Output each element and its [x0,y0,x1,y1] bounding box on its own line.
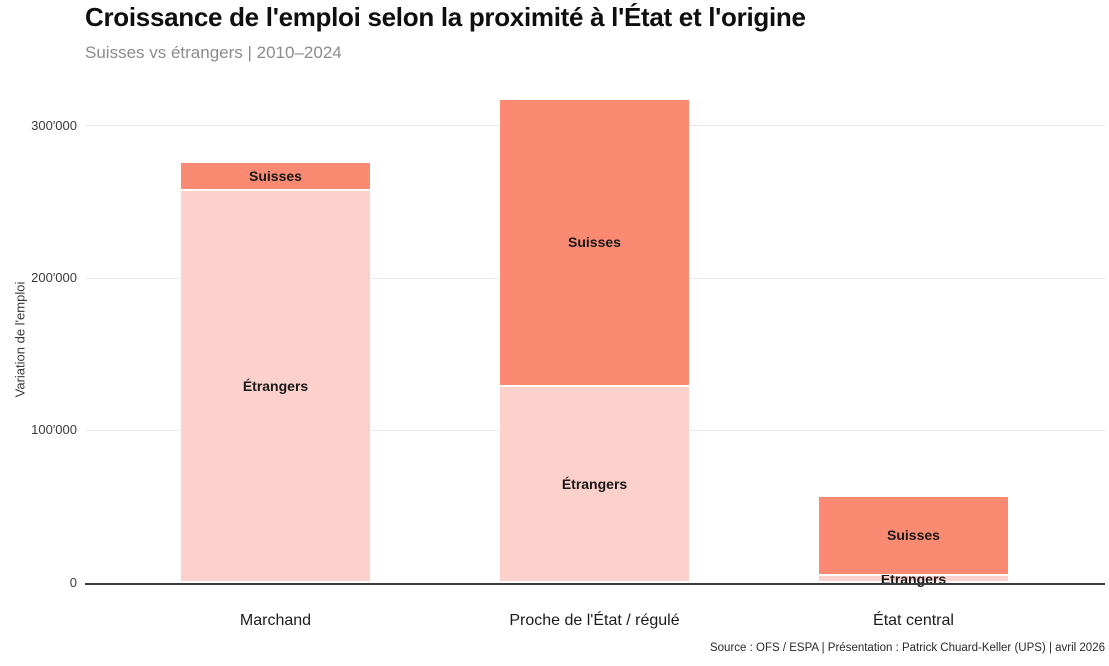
y-tick-label: 100'000 [31,422,77,438]
chart-subtitle: Suisses vs étrangers | 2010–2024 [85,43,342,62]
category-label-État central: État central [873,612,954,629]
segment-label-Étrangers: Étrangers [242,378,309,395]
category-label-Marchand: Marchand [239,612,312,629]
category-label-Proche de l'État / régulé: Proche de l'État / régulé [509,612,680,629]
bar-Marchand-Étrangers: Étrangers [180,189,371,583]
segment-label-Étrangers: Étrangers [561,476,628,493]
segment-label-Suisses: Suisses [887,527,940,544]
bar-État central-Étrangers: Étrangers [818,571,1009,587]
bar-Proche de l'État / régulé-Étrangers: Étrangers [499,386,690,583]
bar-État central-Suisses: Suisses [818,495,1009,575]
y-tick-label: 200'000 [31,270,77,286]
segment-label-Suisses: Suisses [249,168,302,185]
x-axis-line [85,582,1105,585]
y-tick-label: 0 [69,574,77,590]
chart-title: Croissance de l'emploi selon la proximit… [85,2,806,32]
segment-label-Suisses: Suisses [568,234,621,251]
bar-Marchand-Suisses: Suisses [180,162,371,190]
y-tick-label: 300'000 [31,117,77,133]
source-note: Source : OFS / ESPA | Présentation : Pat… [709,642,1105,654]
bar-Proche de l'État / régulé-Suisses: Suisses [499,98,690,387]
